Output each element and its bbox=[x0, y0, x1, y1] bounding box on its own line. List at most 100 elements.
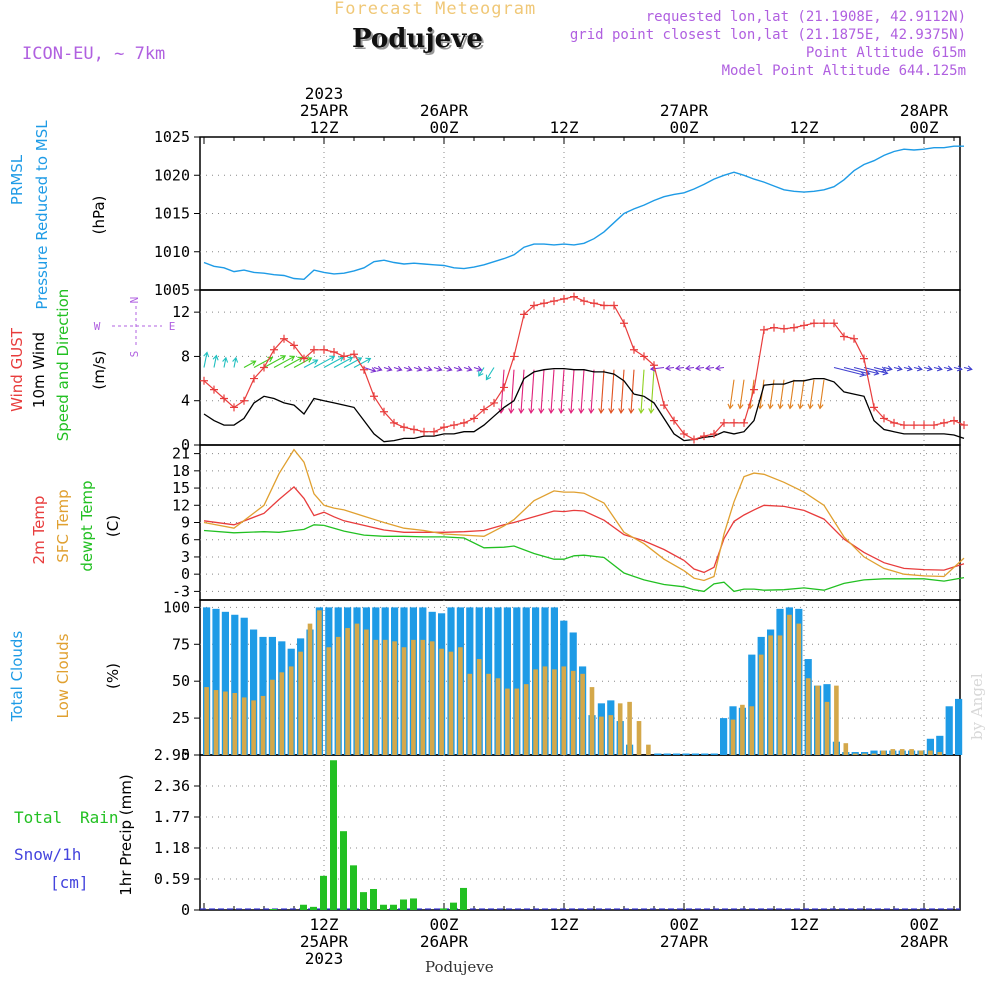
wind-arrow bbox=[650, 366, 665, 370]
product-title: Forecast Meteogram bbox=[334, 0, 537, 19]
low-cloud-bar bbox=[570, 670, 576, 755]
y-tick-label: 75 bbox=[172, 635, 190, 653]
wind-arrowhead bbox=[538, 408, 545, 414]
wind-gust-marker bbox=[410, 425, 418, 434]
total-cloud-bar bbox=[682, 753, 690, 755]
wind-gust-marker bbox=[670, 416, 678, 425]
low-cloud-bar bbox=[608, 715, 614, 755]
y-tick-label: 1025 bbox=[154, 128, 190, 146]
wind-arrow bbox=[913, 366, 922, 370]
wind-gust-marker bbox=[290, 341, 298, 350]
low-cloud-bar bbox=[636, 721, 642, 755]
wind-arrow bbox=[540, 369, 545, 413]
low-cloud-bar bbox=[213, 690, 219, 755]
total-cloud-bar bbox=[212, 608, 220, 755]
wind-arrowhead bbox=[250, 360, 257, 366]
low-cloud-bar bbox=[345, 628, 350, 755]
wind-arrow bbox=[403, 366, 412, 371]
wind-gust-marker bbox=[530, 301, 538, 310]
wind-arrowhead bbox=[289, 355, 296, 362]
wind-arrow bbox=[893, 366, 902, 370]
rain-bar bbox=[270, 908, 277, 910]
total-cloud-bar bbox=[720, 718, 728, 755]
wind-gust-marker bbox=[380, 407, 388, 416]
rain-bar bbox=[410, 898, 417, 910]
wind-arrowhead bbox=[797, 403, 804, 410]
wind-arrowhead bbox=[956, 365, 963, 372]
wind-gust-marker bbox=[640, 352, 648, 361]
wind-arrowhead bbox=[675, 364, 681, 372]
y-tick-label: 2.36 bbox=[154, 777, 190, 795]
y-tick-label: 0 bbox=[181, 901, 190, 919]
y-tick-label: -3 bbox=[172, 582, 190, 600]
wind-arrow bbox=[819, 379, 825, 409]
time-label-bottom: 28APR bbox=[900, 932, 949, 951]
low-cloud-bar bbox=[646, 744, 651, 755]
time-label-bottom: 00Z bbox=[910, 915, 939, 934]
low-cloud-bar bbox=[787, 614, 792, 755]
total-cloud-bar bbox=[240, 617, 248, 755]
low-cloud-bar bbox=[881, 750, 886, 755]
y-tick-label: 12 bbox=[172, 496, 190, 514]
y-tick-label: 0.59 bbox=[154, 870, 190, 888]
wind-gust-marker bbox=[690, 435, 698, 444]
low-cloud-bar bbox=[467, 673, 473, 755]
wind-arrow bbox=[500, 369, 505, 413]
wind-arrowhead bbox=[306, 357, 313, 363]
low-cloud-bar bbox=[852, 753, 858, 755]
wind-arrowhead bbox=[618, 408, 625, 414]
wind-arrowhead bbox=[212, 354, 219, 361]
wind-arrow bbox=[715, 366, 725, 370]
wind-arrowhead bbox=[456, 365, 463, 372]
low-cloud-bar bbox=[260, 695, 266, 755]
wind-label-gust: Wind GUST bbox=[8, 327, 26, 412]
time-label-top: 12Z bbox=[790, 118, 819, 137]
time-label-top: 28APR bbox=[900, 101, 949, 120]
wind-arrow bbox=[323, 356, 344, 368]
time-label-bottom: 2023 bbox=[305, 949, 344, 968]
rain-bar bbox=[330, 760, 337, 910]
pressure-unit: (hPa) bbox=[90, 196, 108, 235]
y-tick-label: 1005 bbox=[154, 281, 190, 299]
total-cloud-bar bbox=[870, 750, 878, 755]
point-altitude: Point Altitude 615m bbox=[805, 45, 966, 61]
precip-label-cm: [cm] bbox=[50, 873, 89, 892]
wind-gust-marker bbox=[270, 345, 278, 354]
wind-gust-marker bbox=[220, 394, 228, 403]
wind-arrowhead bbox=[880, 366, 887, 373]
low-cloud-bar bbox=[251, 700, 256, 755]
wind-arrowhead bbox=[476, 365, 483, 372]
gridpoint-coords: grid point closest lon,lat (21.1875E, 42… bbox=[569, 27, 966, 43]
wind-gust-marker bbox=[860, 354, 868, 363]
wind-arrowhead bbox=[859, 371, 866, 378]
wind-arrowhead bbox=[396, 365, 403, 372]
wind-arrowhead bbox=[222, 356, 229, 363]
wind-gust-marker bbox=[550, 297, 558, 306]
wind-arrow bbox=[423, 366, 432, 371]
total-cloud-bar bbox=[203, 607, 211, 755]
total-cloud-bar bbox=[710, 753, 718, 755]
wind-arrow bbox=[590, 369, 595, 413]
wind-arrow bbox=[273, 355, 295, 368]
wind-unit: (m/s) bbox=[90, 350, 108, 389]
low-cloud-bar bbox=[862, 753, 867, 755]
panel-frame bbox=[199, 754, 961, 911]
wind-arrow bbox=[473, 366, 482, 371]
wind-gust-marker bbox=[320, 345, 328, 354]
wind-arrow bbox=[433, 366, 442, 371]
wind-arrowhead bbox=[598, 408, 605, 414]
time-label-bottom: 00Z bbox=[430, 915, 459, 934]
wind-arrowhead bbox=[695, 364, 701, 372]
total-cloud-bar bbox=[221, 611, 229, 755]
rain-bar bbox=[380, 904, 387, 910]
wind-gust-marker bbox=[940, 418, 948, 427]
y-tick-label: 8 bbox=[181, 347, 190, 365]
wind-arrowhead bbox=[478, 370, 484, 377]
wind-gust-marker bbox=[680, 429, 688, 438]
wind-gust-marker bbox=[770, 323, 778, 332]
low-cloud-bar bbox=[805, 678, 811, 755]
time-label-top: 12Z bbox=[550, 118, 579, 137]
wind-gust-marker bbox=[470, 414, 478, 423]
wind-gust-marker bbox=[800, 321, 808, 330]
low-cloud-bar bbox=[420, 639, 426, 755]
